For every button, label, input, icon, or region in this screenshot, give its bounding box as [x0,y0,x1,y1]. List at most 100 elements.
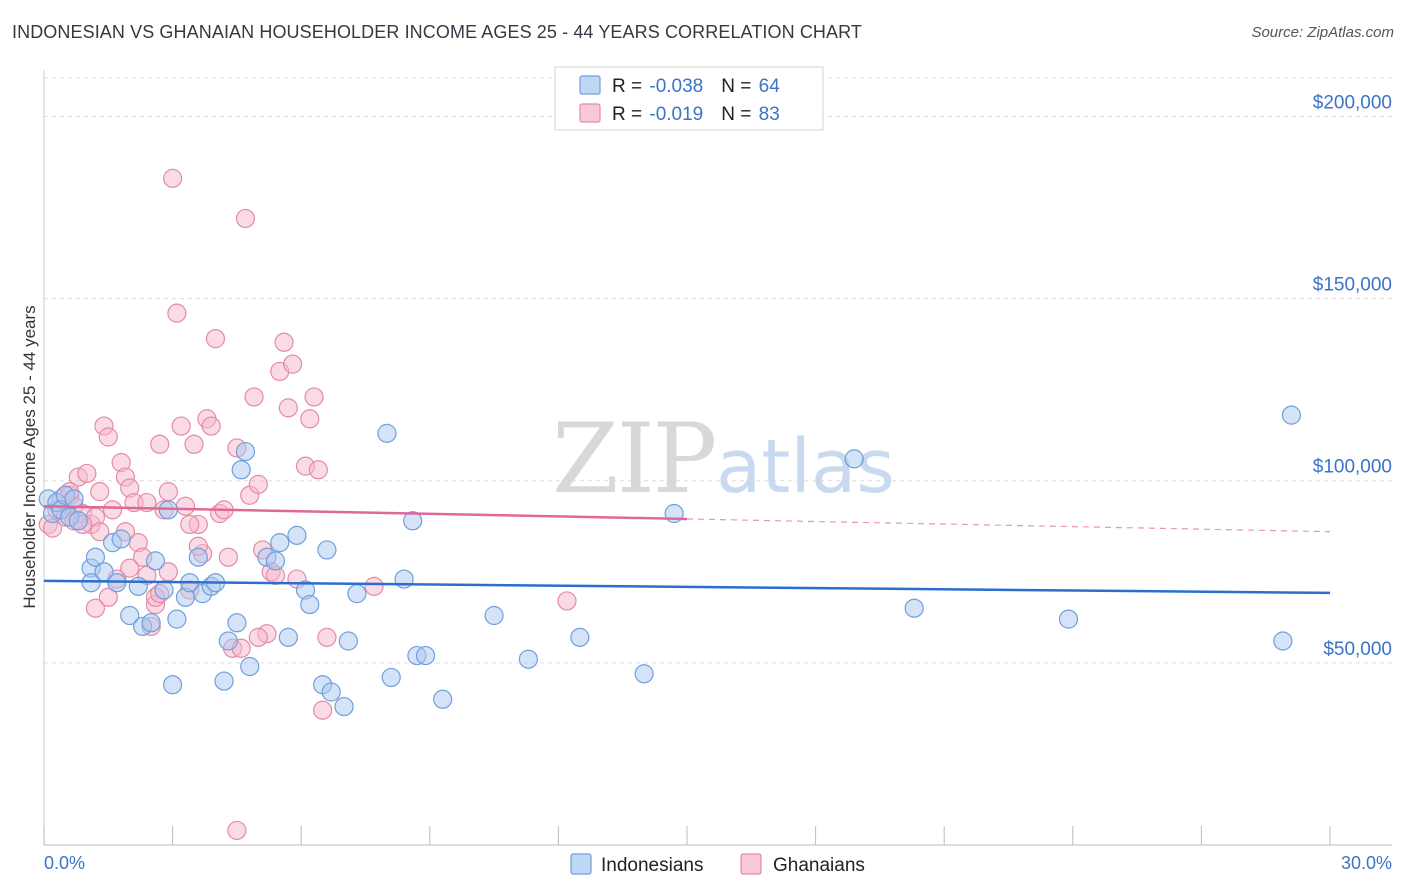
indonesians-point [154,580,174,600]
series-legend-label-ghanaians: Ghanaians [773,855,865,876]
legend-n-label: N = [721,76,756,97]
ghanaians-point [90,522,110,542]
ghanaians-point [244,387,264,407]
x-ticks [43,826,1331,845]
indonesians-point [265,551,286,571]
legend-row-ghanaians: R = -0.019 N = 83 [612,104,780,125]
ghanaians-point [235,208,256,229]
chart-title: INDONESIAN VS GHANAIAN HOUSEHOLDER INCOM… [12,22,862,42]
ghanaians-point [158,562,178,582]
legend-r-value: -0.038 [649,76,703,97]
ghanaians-point [171,416,191,436]
indonesians-point [218,631,238,651]
indonesians-point [317,540,337,560]
series-legend-label-indonesians: Indonesians [601,855,703,876]
ghanaians-point [283,354,303,374]
source-credit: Source: ZipAtlas.com [1251,24,1394,41]
ghanaians-point [85,598,106,618]
indonesians-point [1273,631,1293,651]
ghanaians-point [364,576,384,596]
legend-n-value: 83 [759,104,780,125]
indonesians-trend-line [43,579,1331,595]
indonesians-point [227,613,247,633]
x-axis [43,70,1392,846]
indonesians-point [111,529,131,549]
trend-lines [43,504,1331,595]
ghanaians-point [304,387,324,407]
indonesians-point [231,460,251,480]
ghanaians-point [313,700,333,720]
indonesians-point [338,631,358,651]
ghanaians-point [163,168,183,188]
indonesians-point [128,576,148,596]
x-tick-label-max: 30.0% [1341,853,1392,873]
indonesians-point [85,547,106,567]
ghanaians-point [175,496,196,516]
ghanaians-point [278,398,298,418]
ghanaians-point [248,474,268,494]
legend-r-label: R = [612,104,647,125]
ghanaians-point [317,627,337,647]
indonesians-point [188,547,208,567]
indonesians-point [235,441,256,462]
indonesians-point [377,423,397,443]
indonesians-point [240,656,260,677]
ghanaians-point [248,627,268,647]
series-legend: Indonesians Ghanaians [570,853,865,876]
ghanaians-point [274,332,294,352]
ghanaians-point [218,547,238,567]
indonesians-point [145,551,166,571]
ghanaians-point [227,820,247,841]
ghanaians-point [205,329,226,349]
legend-r-label: R = [612,76,647,97]
correlation-legend: R = -0.038 N = 64 R = -0.019 N = 83 [554,66,824,131]
indonesians-point [403,511,423,531]
indonesians-point [484,605,504,626]
indonesians-point [167,609,187,629]
ghanaians-point [300,409,320,429]
indonesians-point [214,671,234,691]
ghanaians-point [120,558,140,578]
ghanaians-point [98,587,118,607]
indonesians-point [141,613,161,633]
legend-r-value: -0.019 [649,104,703,125]
indonesians-point [321,682,341,702]
ghanaians-point [150,434,170,454]
ghanaians-point [557,591,577,611]
legend-swatch-indonesians [579,75,601,95]
y-tick-labels: $50,000 $100,000 $150,000 $200,000 [1313,92,1392,659]
ghanaians-trend-line [43,504,688,521]
ghanaians-point [180,514,200,535]
indonesians-points [38,405,1302,717]
indonesians-point [904,598,924,618]
indonesians-point [300,594,320,615]
indonesians-point [381,667,401,688]
indonesians-point [1281,405,1302,425]
ghanaians-points [38,168,577,841]
indonesians-point [844,449,864,469]
indonesians-point [433,689,453,709]
indonesians-point [518,649,538,669]
y-tick-label: $50,000 [1323,639,1392,660]
ghanaians-point [308,460,328,480]
indonesians-point [334,696,354,717]
indonesians-point [64,489,84,509]
series-legend-swatch-ghanaians [740,853,762,875]
indonesians-point [287,525,307,545]
indonesians-point [163,675,183,695]
indonesians-point [278,627,298,647]
indonesians-point [634,664,654,684]
y-tick-label: $200,000 [1313,92,1392,113]
indonesians-point [81,573,101,593]
ghanaians-point [158,482,178,502]
ghanaians-point [102,500,123,520]
x-tick-label-min: 0.0% [44,853,85,873]
ghanaians-trend-extension [686,518,1331,533]
indonesians-point [120,605,140,626]
legend-swatch-ghanaians [579,103,601,123]
indonesians-point [68,511,88,531]
ghanaians-point [77,463,97,484]
legend-row-indonesians: R = -0.038 N = 64 [612,76,780,97]
series-legend-swatch-indonesians [570,853,592,875]
ghanaians-point [184,434,204,454]
